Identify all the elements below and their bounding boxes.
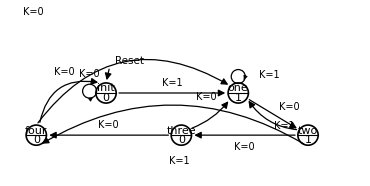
Text: K=1: K=1 [169,156,190,166]
Text: 0: 0 [102,92,110,102]
Text: 1: 1 [305,135,312,145]
Text: K=0: K=0 [54,68,74,77]
Text: 0: 0 [178,135,185,145]
Text: K=0: K=0 [79,69,100,79]
Text: K=1: K=1 [259,70,279,80]
Text: two: two [298,126,318,136]
Text: four: four [25,126,47,136]
Text: K=0: K=0 [279,102,300,112]
Text: K=0: K=0 [98,120,119,130]
Text: init: init [97,84,115,94]
Text: K=0: K=0 [234,142,255,152]
Text: K=1: K=1 [162,78,182,87]
Text: Reset: Reset [115,55,144,65]
Text: K=1: K=1 [274,121,295,131]
Text: K=0: K=0 [23,7,44,17]
Text: three: three [166,126,196,136]
Text: K=0: K=0 [196,92,216,102]
Text: one: one [228,84,249,94]
Text: 1: 1 [235,92,242,102]
Text: 0: 0 [33,135,40,145]
